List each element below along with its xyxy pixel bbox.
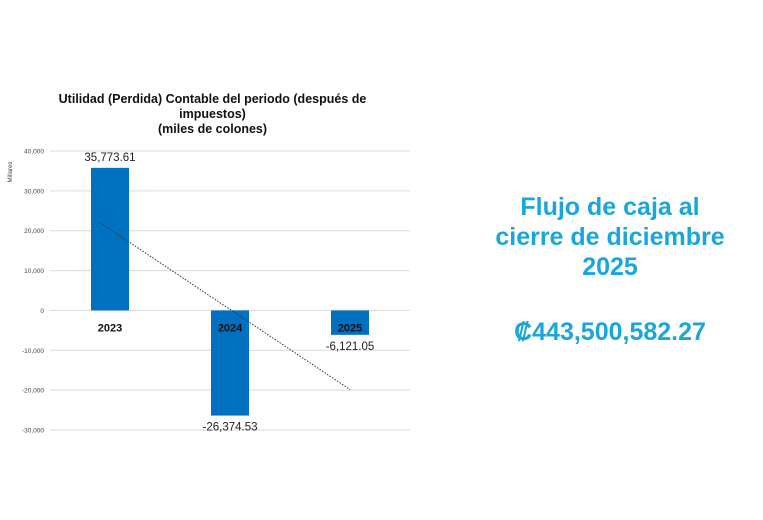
- bar-2024: [211, 310, 249, 416]
- bars: [91, 167, 369, 416]
- y-tick-label: 20,000: [24, 228, 44, 235]
- data-label: -6,121.05: [326, 341, 375, 353]
- chart-title-line: (miles de colones): [157, 122, 268, 136]
- data-label: -26,374.53: [203, 422, 258, 434]
- trendline: [99, 222, 351, 390]
- cash-flow-heading-line: Flujo de caja al: [520, 193, 700, 221]
- y-tick-label: -20,000: [22, 388, 44, 395]
- y-axis-label: Millares: [8, 162, 14, 183]
- chart-title: Utilidad (Perdida) Contable del periodo …: [20, 92, 405, 137]
- y-tick-label: 30,000: [24, 188, 44, 195]
- y-tick-label: 0: [40, 308, 44, 315]
- category-labels: 2023 2024 2025: [98, 322, 362, 334]
- y-tick-label: 40,000: [24, 149, 44, 156]
- data-label: 35,773.61: [84, 152, 135, 164]
- cash-flow-heading: Flujo de caja al cierre de diciembre 202…: [470, 192, 750, 282]
- y-tick-label: 10,000: [24, 268, 44, 275]
- y-tick-label: -10,000: [22, 348, 44, 355]
- bar-2023: [91, 167, 129, 311]
- cash-flow-amount: ₡443,500,582.27: [514, 318, 706, 346]
- chart-title-line: Utilidad (Perdida) Contable del periodo …: [58, 92, 367, 106]
- data-labels: 35,773.61 -26,374.53 -6,121.05: [84, 152, 374, 434]
- cash-flow-heading-line: 2025: [582, 253, 638, 281]
- cash-flow-panel: Flujo de caja al cierre de diciembre 202…: [470, 192, 750, 347]
- y-tick-label: -30,000: [22, 428, 44, 435]
- bar-2025: [331, 310, 369, 335]
- y-axis-tick-labels: 40,000 30,000 20,000 10,000 0 -10,000 -20,000 -…: [22, 149, 44, 435]
- chart-title-line: impuestos): [179, 107, 246, 121]
- category-label: 2023: [98, 322, 122, 334]
- cash-flow-heading-line: cierre de diciembre: [495, 223, 725, 251]
- category-label: 2024: [218, 322, 243, 334]
- category-label: 2025: [338, 322, 362, 334]
